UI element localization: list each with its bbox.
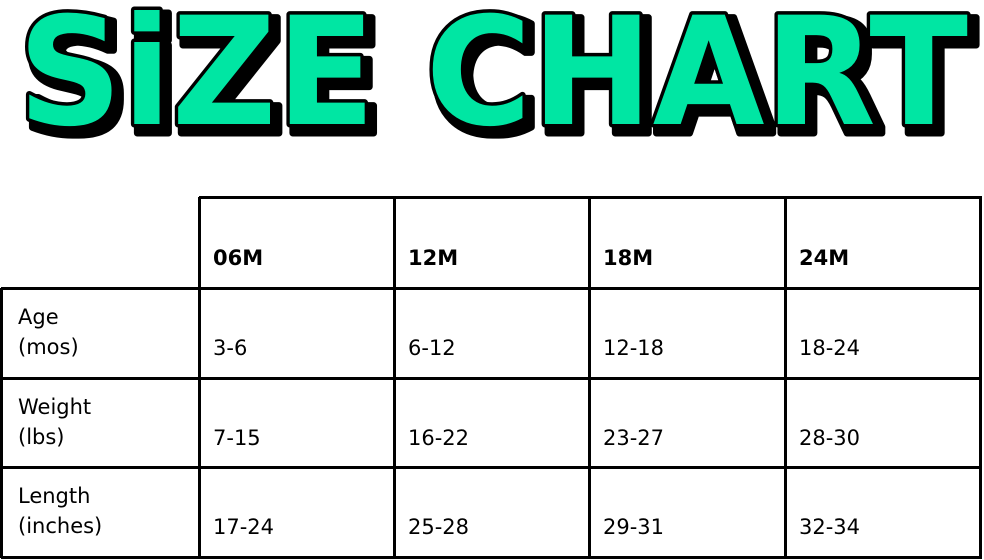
- table-border: [979, 197, 982, 558]
- table-cell: 6-12: [408, 336, 456, 360]
- title-text: SiZE CHART: [18, 0, 968, 150]
- table-cell: 23-27: [603, 426, 665, 450]
- column-header: 06M: [213, 246, 264, 270]
- row-label: Length: [18, 484, 91, 508]
- row-label: Age: [18, 305, 59, 329]
- table-border: [1, 377, 982, 380]
- row-label: Weight: [18, 395, 92, 419]
- table-cell: 28-30: [799, 426, 861, 450]
- row-label-unit: (lbs): [18, 425, 65, 449]
- table-cell: 17-24: [213, 515, 275, 539]
- column-header: 12M: [408, 246, 459, 270]
- row-label-unit: (inches): [18, 514, 103, 538]
- size-chart-title: SiZE CHART: [15, 0, 972, 150]
- table-cell: 7-15: [213, 426, 261, 450]
- table-border: [1, 556, 982, 559]
- table-cell: 18-24: [799, 336, 861, 360]
- column-header: 24M: [799, 246, 850, 270]
- table-cell: 3-6: [213, 336, 248, 360]
- table-border: [1, 287, 982, 290]
- table-border: [784, 197, 787, 558]
- column-header: 18M: [603, 246, 654, 270]
- table-cell: 25-28: [408, 515, 470, 539]
- table-border: [198, 197, 201, 558]
- table-border: [393, 197, 396, 558]
- table-cell: 12-18: [603, 336, 665, 360]
- table-cell: 29-31: [603, 515, 665, 539]
- table-cell: 32-34: [799, 515, 861, 539]
- row-label-unit: (mos): [18, 335, 79, 359]
- table-border: [1, 466, 982, 469]
- table-border: [0, 288, 3, 558]
- table-border: [588, 197, 591, 558]
- table-cell: 16-22: [408, 426, 470, 450]
